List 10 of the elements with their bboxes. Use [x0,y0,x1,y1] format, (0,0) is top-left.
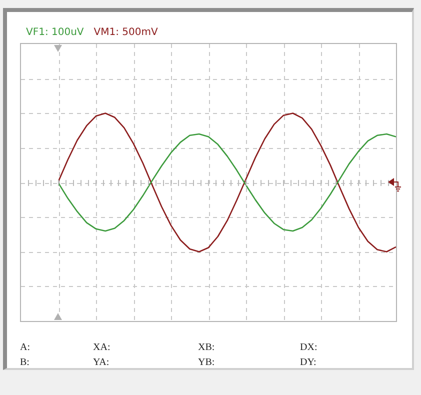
text: YA: [93,357,110,368]
text: A: [20,342,30,353]
text: XA: [93,342,110,353]
text: B: [20,357,30,368]
text: XB: [198,342,215,353]
text: VF1: 100uV [26,27,84,38]
text: VM1: 500mV [94,27,158,38]
text: DX: [300,342,318,353]
text: DY: [300,357,316,368]
text: YB: [198,357,215,368]
